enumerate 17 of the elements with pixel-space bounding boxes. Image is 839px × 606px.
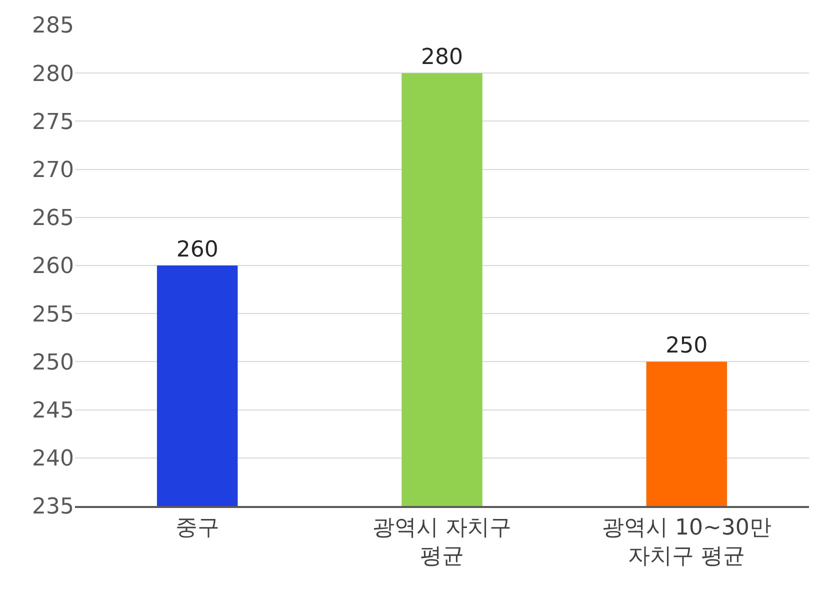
y-tick-label: 280 — [32, 62, 74, 87]
x-tick-label: 광역시 자치구 평균 — [372, 515, 512, 569]
y-tick-label: 245 — [32, 398, 74, 424]
y-tick-label: 285 — [32, 14, 74, 39]
y-tick-label: 255 — [32, 302, 74, 328]
y-tick-label: 235 — [32, 494, 74, 520]
y-tick-label: 250 — [32, 350, 74, 376]
x-tick-label: 광역시 10~30만 자치구 평균 — [602, 515, 772, 569]
data-label: 280 — [421, 45, 463, 70]
y-tick-label: 270 — [32, 158, 74, 183]
y-tick-label: 275 — [32, 110, 74, 135]
y-tick-label: 260 — [32, 254, 74, 280]
x-tick-label: 중구 — [175, 515, 220, 540]
data-label: 260 — [176, 238, 218, 262]
data-label: 250 — [666, 334, 708, 359]
y-tick-label: 240 — [32, 446, 74, 472]
y-tick-label: 265 — [32, 206, 74, 232]
